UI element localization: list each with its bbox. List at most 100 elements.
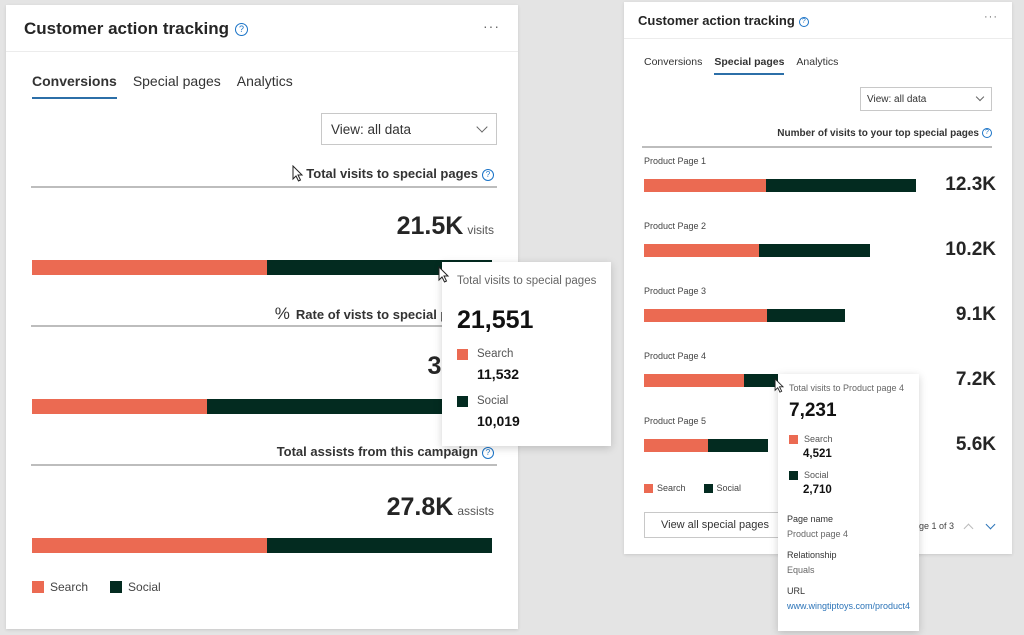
divider	[31, 464, 497, 466]
tooltip-meta-label: Page name	[787, 514, 834, 524]
tooltip-total: 21,551	[457, 306, 534, 334]
tooltip-meta-label: Relationship	[787, 550, 837, 560]
chevron-down-icon	[476, 121, 488, 133]
view-select[interactable]: View: all data	[321, 113, 497, 145]
tooltip-url-link[interactable]: www.wingtiptoys.com/product4	[787, 601, 911, 611]
bar-segment-search[interactable]	[32, 260, 267, 275]
metric-value-total-visits: 21.5K visits	[396, 212, 494, 240]
stacked-bar-total-visits[interactable]	[32, 260, 492, 275]
tab-conversions[interactable]: Conversions	[644, 56, 703, 68]
tooltip-value-search: 4,521	[803, 448, 832, 460]
page-row-stacked-bar[interactable]	[644, 439, 768, 452]
swatch-social	[789, 470, 798, 480]
swatch-social	[457, 395, 468, 407]
bar-segment-social[interactable]	[708, 439, 768, 452]
chevron-down-icon	[975, 92, 985, 102]
customer-action-tracking-card-conversions: Customer action tracking? ··· Conversion…	[6, 5, 518, 629]
bar-segment-search[interactable]	[644, 179, 767, 192]
card-header: Customer action tracking? ···	[6, 5, 518, 52]
tooltip-row-search: Search	[789, 434, 833, 444]
bar-segment-search[interactable]	[644, 309, 767, 322]
pager-text: Page 1 of 3	[907, 521, 954, 531]
page-row-stacked-bar[interactable]	[644, 309, 846, 322]
divider	[31, 325, 497, 327]
tab-list: Conversions Special pages Analytics	[32, 73, 293, 99]
bar-segment-social[interactable]	[766, 179, 916, 192]
help-icon[interactable]: ?	[235, 23, 248, 37]
percent-icon: %	[274, 304, 290, 323]
tab-conversions[interactable]: Conversions	[32, 73, 117, 99]
tooltip-row-social: Social	[457, 395, 508, 407]
tooltip-meta-label: URL	[787, 586, 806, 596]
swatch-search	[457, 348, 468, 360]
more-options-icon[interactable]: ···	[483, 18, 500, 34]
page-row-label: Product Page 1	[644, 156, 707, 166]
page-row-label: Product Page 4	[644, 351, 707, 361]
section-title-top-special-pages: Number of visits to your top special pag…	[777, 128, 992, 139]
page-row-label: Product Page 5	[644, 416, 707, 426]
tooltip-meta-value: Product page 4	[787, 529, 849, 539]
page-row-stacked-bar[interactable]	[644, 244, 870, 257]
tooltip-product-page-4: Total visits to Product page 4 7,231 Sea…	[778, 374, 919, 631]
tab-special-pages[interactable]: Special pages	[714, 56, 785, 75]
bar-segment-social[interactable]	[766, 309, 846, 322]
divider	[642, 146, 992, 148]
page-row-label: Product Page 2	[644, 221, 707, 231]
tab-analytics[interactable]: Analytics	[236, 73, 293, 89]
metric-title-rate-of-visits: %Rate of vists to special pages?	[275, 304, 494, 324]
tooltip-value-social: 2,710	[803, 484, 832, 496]
help-icon[interactable]: ?	[982, 128, 992, 139]
bar-segment-search[interactable]	[32, 538, 267, 553]
bar-segment-social[interactable]	[266, 260, 492, 275]
legend-label-social: Social	[128, 580, 161, 594]
legend: Search Social	[32, 580, 161, 594]
chevron-up-icon[interactable]	[963, 523, 974, 534]
metric-title-total-assists: Total assists from this campaign?	[277, 444, 494, 459]
stacked-bar-rate[interactable]	[32, 399, 492, 414]
tab-analytics[interactable]: Analytics	[796, 56, 839, 68]
tooltip-title: Total visits to special pages	[457, 275, 597, 287]
tooltip-row-search: Search	[457, 348, 513, 360]
bar-segment-social[interactable]	[266, 538, 492, 553]
legend-swatch-social	[703, 483, 713, 493]
page-row-value: 5.6K	[955, 434, 996, 455]
legend-label-search: Search	[50, 580, 89, 594]
legend: Search Social	[644, 483, 741, 493]
page-row-value: 7.2K	[955, 369, 996, 390]
tooltip-title: Total visits to Product page 4	[789, 383, 905, 393]
legend-label-social: Social	[716, 483, 742, 493]
tab-special-pages[interactable]: Special pages	[132, 73, 221, 89]
tooltip-value-social: 10,019	[477, 413, 520, 429]
more-options-icon[interactable]: ···	[984, 11, 998, 23]
tooltip-total-visits: Total visits to special pages 21,551 Sea…	[442, 262, 611, 446]
divider	[31, 186, 497, 188]
legend-swatch-social	[110, 581, 123, 593]
bar-segment-social[interactable]	[206, 399, 492, 414]
tooltip-row-social: Social	[789, 470, 829, 480]
bar-segment-social[interactable]	[759, 244, 870, 257]
view-select[interactable]: View: all data	[860, 87, 992, 111]
bar-segment-search[interactable]	[644, 374, 744, 387]
card-header: Customer action tracking? ···	[624, 2, 1012, 39]
bar-segment-search[interactable]	[32, 399, 207, 414]
help-icon[interactable]: ?	[482, 446, 494, 459]
help-icon[interactable]: ?	[798, 16, 809, 27]
bar-segment-search[interactable]	[644, 244, 760, 257]
page-row-value: 10.2K	[945, 239, 996, 260]
swatch-search	[789, 434, 798, 444]
chevron-down-icon[interactable]	[985, 519, 996, 530]
help-icon[interactable]: ?	[482, 168, 494, 181]
tooltip-meta-value: Equals	[787, 565, 815, 575]
page-row-value: 9.1K	[955, 304, 996, 325]
card-title: Customer action tracking?	[638, 13, 809, 28]
stacked-bar-total-assists[interactable]	[32, 538, 492, 553]
card-title: Customer action tracking?	[24, 19, 248, 39]
tooltip-value-search: 11,532	[477, 366, 520, 382]
legend-label-search: Search	[657, 483, 686, 493]
legend-swatch-search	[644, 483, 653, 493]
metric-title-total-visits: Total visits to special pages?	[306, 166, 494, 181]
bar-segment-search[interactable]	[644, 439, 709, 452]
page-row-stacked-bar[interactable]	[644, 179, 916, 192]
legend-swatch-search	[32, 581, 44, 593]
view-all-special-pages-button[interactable]: View all special pages	[644, 512, 786, 538]
